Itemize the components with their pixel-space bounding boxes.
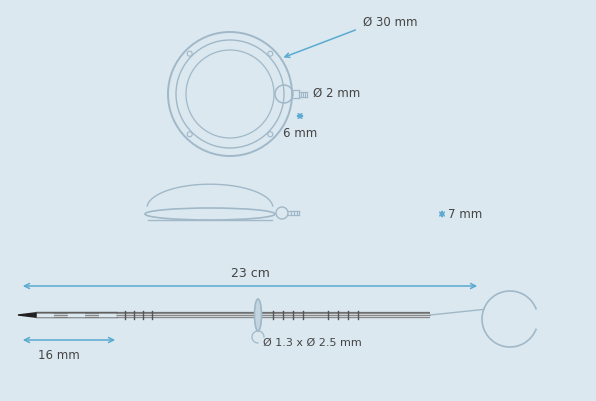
Text: Ø 30 mm: Ø 30 mm xyxy=(363,16,418,28)
Text: 7 mm: 7 mm xyxy=(448,208,482,221)
Text: Ø 1.3 x Ø 2.5 mm: Ø 1.3 x Ø 2.5 mm xyxy=(263,337,362,347)
Text: 23 cm: 23 cm xyxy=(231,266,269,279)
Text: 16 mm: 16 mm xyxy=(38,348,80,361)
Text: Ø 2 mm: Ø 2 mm xyxy=(313,86,360,99)
Text: 6 mm: 6 mm xyxy=(283,127,317,140)
Ellipse shape xyxy=(254,299,262,331)
Polygon shape xyxy=(18,313,36,318)
